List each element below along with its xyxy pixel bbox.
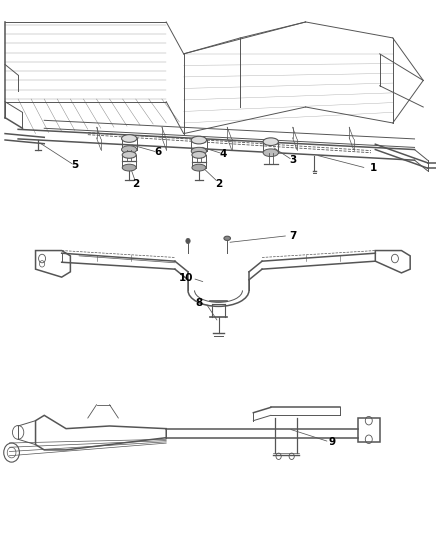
Ellipse shape [263, 138, 278, 146]
Text: 3: 3 [289, 155, 296, 165]
Text: 2: 2 [132, 179, 139, 189]
Text: 2: 2 [215, 179, 222, 189]
Ellipse shape [121, 146, 137, 154]
Ellipse shape [191, 147, 207, 155]
Text: 5: 5 [71, 160, 78, 171]
Ellipse shape [263, 149, 278, 157]
Text: 6: 6 [154, 147, 161, 157]
Text: 10: 10 [179, 273, 193, 283]
Text: 7: 7 [289, 231, 296, 241]
Ellipse shape [192, 164, 206, 171]
Text: 4: 4 [219, 149, 226, 159]
Text: 8: 8 [195, 297, 202, 308]
Ellipse shape [191, 136, 207, 144]
Ellipse shape [121, 135, 137, 142]
Text: 9: 9 [328, 437, 335, 447]
Text: 1: 1 [370, 163, 377, 173]
Ellipse shape [224, 236, 230, 240]
Circle shape [186, 238, 190, 244]
Ellipse shape [122, 164, 136, 171]
Ellipse shape [122, 151, 136, 158]
Ellipse shape [192, 151, 206, 158]
